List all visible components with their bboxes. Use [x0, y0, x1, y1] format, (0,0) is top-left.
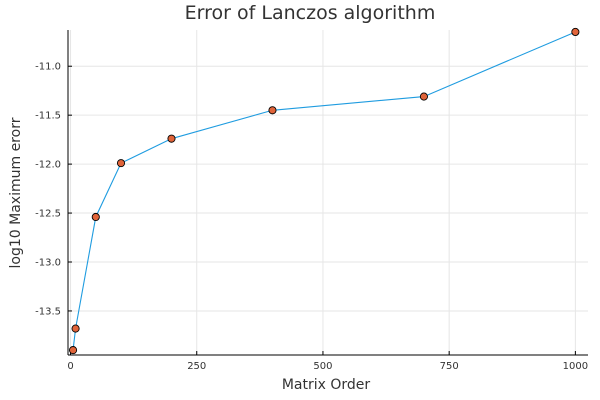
x-axis-label: Matrix Order [282, 377, 371, 393]
data-point [419, 92, 428, 101]
data-point [71, 324, 80, 333]
x-tick-label: 750 [440, 361, 459, 372]
axes [67, 30, 588, 356]
y-tick-label: -12.5 [35, 209, 61, 220]
y-axis-label: log10 Maximum erorr [8, 117, 24, 268]
y-tick-label: -11.5 [35, 111, 61, 122]
chart-title: Error of Lanczos algorithm [185, 2, 436, 24]
data-point [116, 159, 126, 168]
y-tick-label: -12.0 [35, 160, 61, 171]
y-tick-label: -11.0 [35, 62, 61, 73]
x-tick-label: 250 [187, 361, 206, 372]
x-tick-label: 1000 [563, 361, 588, 372]
series-line [72, 31, 576, 351]
grid [68, 30, 588, 355]
data-point [91, 212, 100, 222]
x-tick-label: 500 [313, 361, 332, 372]
tick-labels: 0 250 500 750 1000 -11.0 -11.5 -12.0 -12.5 -13.0 -… [35, 62, 588, 372]
series [68, 27, 580, 355]
y-tick-label: -13.0 [35, 258, 61, 269]
data-point [68, 346, 78, 355]
data-point [571, 27, 580, 37]
data-point [268, 106, 277, 115]
y-tick-label: -13.5 [35, 306, 61, 317]
x-tick-label: 0 [67, 361, 73, 372]
data-point [167, 134, 176, 143]
